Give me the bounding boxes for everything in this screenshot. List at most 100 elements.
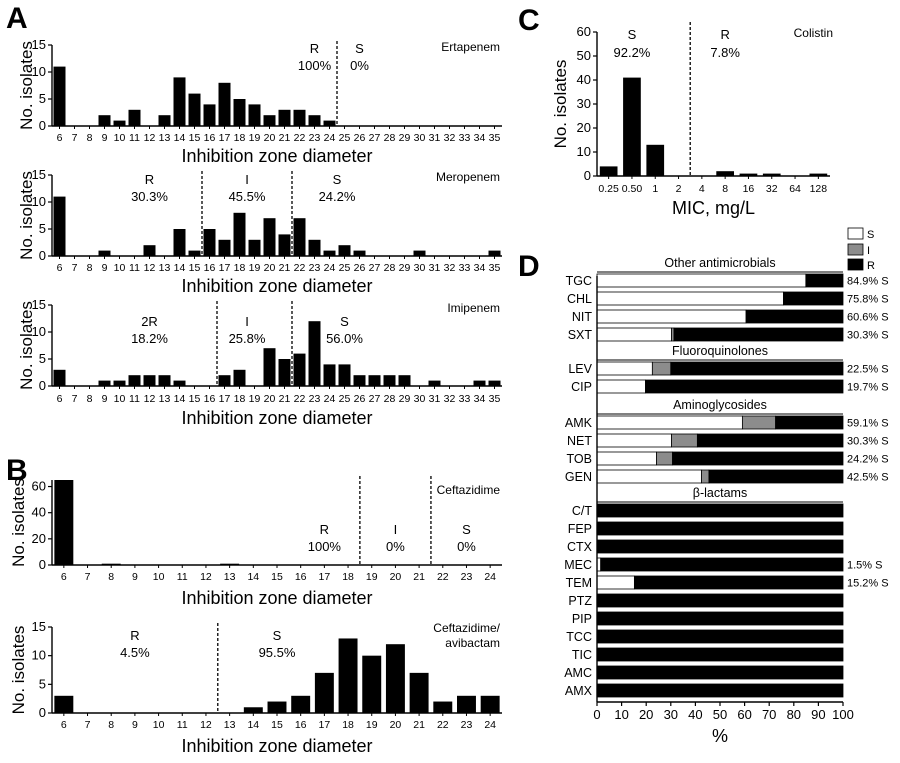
x-tick-label: 6	[61, 719, 67, 731]
y-tick-label: 0	[584, 168, 591, 183]
x-tick-label: 32	[766, 183, 778, 195]
y-tick-label: 5	[39, 351, 46, 366]
bar	[293, 353, 306, 386]
x-tick-label: 10	[114, 262, 126, 274]
bar	[716, 171, 735, 176]
y-tick-label: 10	[32, 324, 46, 339]
bar	[233, 99, 246, 126]
x-tick-label: 23	[461, 571, 473, 583]
bar	[218, 82, 231, 126]
x-axis-label: Inhibition zone diameter	[181, 736, 372, 756]
bar-segment-s	[596, 415, 743, 430]
x-tick-label: 8	[108, 719, 114, 731]
x-axis-label: Inhibition zone diameter	[181, 408, 372, 428]
x-tick-label: 17	[219, 262, 231, 274]
category-percent: 0%	[386, 539, 405, 554]
bar	[385, 644, 405, 713]
x-tick-label: 23	[309, 132, 321, 144]
row-label: NIT	[572, 310, 593, 324]
category-percent: 45.5%	[229, 189, 266, 204]
x-tick-label: 18	[234, 393, 246, 405]
bar-segment-s	[596, 469, 702, 484]
category-percent: 95.5%	[259, 645, 296, 660]
category-percent: 25.8%	[229, 331, 266, 346]
x-tick-label: 27	[369, 132, 381, 144]
y-tick-label: 15	[32, 37, 46, 52]
bar-segment-s	[596, 273, 807, 288]
x-tick-label: 19	[249, 393, 261, 405]
x-tick-label: 9	[102, 262, 108, 274]
x-tick-label: 128	[810, 183, 828, 195]
x-tick-label: 34	[474, 262, 486, 274]
y-tick-label: 15	[32, 297, 46, 312]
legend-swatch-i	[847, 243, 864, 256]
y-tick-label: 10	[577, 144, 591, 159]
x-tick-label: 64	[789, 183, 801, 195]
y-tick-label: 0	[39, 705, 46, 720]
x-tick-label: 30	[414, 262, 426, 274]
row-label: TOB	[567, 452, 592, 466]
x-tick-label: 30	[414, 393, 426, 405]
x-tick-label: 21	[279, 132, 291, 144]
x-tick-label: 7	[85, 719, 91, 731]
x-tick-label: 6	[57, 393, 63, 405]
y-tick-label: 40	[32, 505, 46, 520]
category-label: S	[628, 27, 637, 42]
y-tick-label: 20	[577, 120, 591, 135]
x-tick-label: 100	[832, 707, 854, 722]
x-tick-label: 32	[444, 132, 456, 144]
x-tick-label: 7	[85, 571, 91, 583]
x-tick-label: 27	[369, 393, 381, 405]
bar	[409, 672, 429, 713]
x-tick-label: 25	[339, 132, 351, 144]
bar	[599, 166, 618, 176]
row-label: TGC	[566, 274, 592, 288]
x-tick-label: 20	[390, 719, 402, 731]
bar-segment-r	[596, 593, 844, 608]
bar	[278, 234, 291, 256]
x-tick-label: 20	[264, 393, 276, 405]
x-tick-label: 29	[399, 393, 411, 405]
x-tick-label: 12	[144, 262, 156, 274]
susceptible-percent: 1.5% S	[847, 560, 882, 572]
bar-segment-s	[596, 327, 672, 342]
x-tick-label: 9	[102, 393, 108, 405]
bar	[173, 229, 186, 256]
bar	[218, 375, 231, 386]
row-label: TEM	[566, 576, 592, 590]
category-percent: 30.3%	[131, 189, 168, 204]
bar-segment-r	[696, 433, 844, 448]
bar	[54, 695, 74, 713]
bar-segment-i	[671, 433, 698, 448]
bar-segment-s	[596, 309, 747, 324]
y-tick-label: 30	[577, 96, 591, 111]
panel-letter-c: C	[518, 4, 540, 37]
bar-segment-r	[596, 503, 844, 518]
susceptible-percent: 22.5% S	[847, 364, 889, 376]
bar-segment-r	[596, 629, 844, 644]
x-tick-label: 15	[189, 393, 201, 405]
x-tick-label: 16	[295, 571, 307, 583]
x-tick-label: 35	[489, 262, 501, 274]
x-tick-label: 16	[295, 719, 307, 731]
bar	[267, 701, 287, 713]
y-axis-label: No. isolates	[9, 478, 28, 567]
category-percent: 92.2%	[614, 45, 651, 60]
bar	[488, 250, 501, 256]
bar	[218, 239, 231, 256]
x-tick-label: 13	[224, 719, 236, 731]
y-tick-label: 15	[32, 167, 46, 182]
x-tick-label: 7	[72, 132, 78, 144]
chart-title: Ertapenem	[441, 40, 500, 54]
x-tick-label: 6	[57, 132, 63, 144]
x-tick-label: 21	[279, 262, 291, 274]
x-tick-label: 12	[144, 132, 156, 144]
bar	[433, 701, 453, 713]
panel-letter-a: A	[6, 2, 28, 35]
category-percent: 24.2%	[319, 189, 356, 204]
bar	[323, 364, 336, 386]
chart-title: Ceftazidime	[437, 483, 501, 497]
bar	[739, 173, 758, 176]
susceptible-percent: 15.2% S	[847, 578, 889, 590]
y-tick-label: 0	[39, 378, 46, 393]
